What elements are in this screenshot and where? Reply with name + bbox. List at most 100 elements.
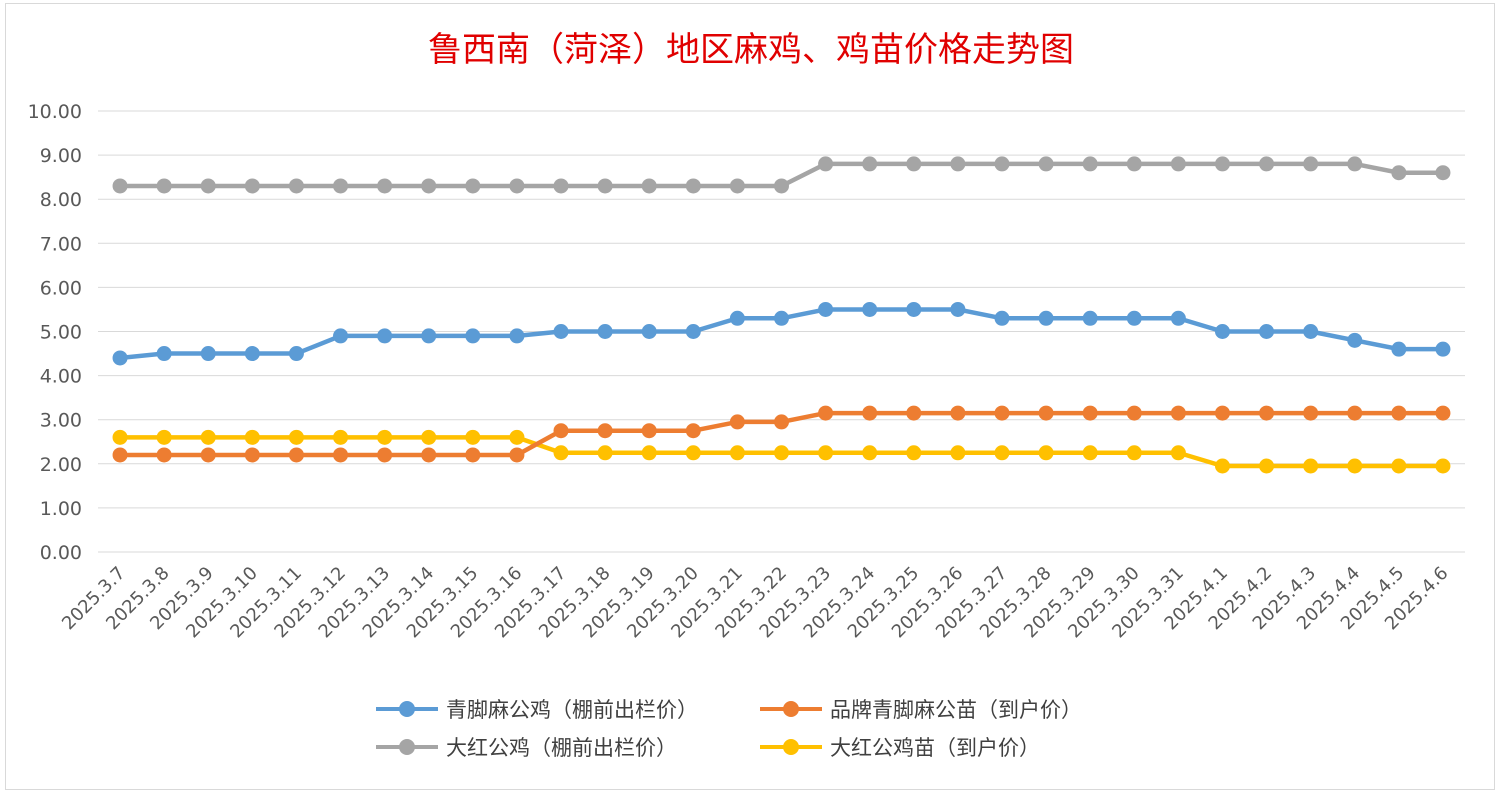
series-3-point — [729, 178, 745, 194]
series-4-point — [200, 429, 216, 445]
series-1-point — [112, 350, 128, 366]
y-tick-label: 3.00 — [40, 410, 82, 432]
chart-frame — [5, 3, 1495, 790]
series-2-point — [1391, 405, 1407, 421]
series-3-point — [685, 178, 701, 194]
series-4-point — [156, 429, 172, 445]
series-2-point — [950, 405, 966, 421]
y-tick-label: 0.00 — [40, 542, 82, 564]
series-1-point — [950, 301, 966, 317]
series-3-point — [112, 178, 128, 194]
series-2-point — [377, 447, 393, 463]
series-3-point — [641, 178, 657, 194]
series-3-point — [950, 156, 966, 172]
series-2-point — [200, 447, 216, 463]
y-tick-label: 6.00 — [40, 277, 82, 299]
series-4-point — [1435, 458, 1451, 474]
legend-swatch-3 — [376, 737, 438, 757]
y-tick-label: 8.00 — [40, 189, 82, 211]
series-2-point — [1259, 405, 1275, 421]
series-4-point — [862, 445, 878, 461]
series-4-point — [1391, 458, 1407, 474]
series-4-point — [1347, 458, 1363, 474]
series-1-point — [1347, 332, 1363, 348]
series-4-point — [1214, 458, 1230, 474]
series-2-point — [421, 447, 437, 463]
y-tick-label: 4.00 — [40, 366, 82, 388]
series-3-point — [994, 156, 1010, 172]
series-3-point — [1082, 156, 1098, 172]
series-2-point — [729, 414, 745, 430]
series-1-point — [288, 346, 304, 362]
series-3-point — [818, 156, 834, 172]
series-1-point — [1435, 341, 1451, 357]
series-1-point — [244, 346, 260, 362]
series-2-point — [333, 447, 349, 463]
series-1-point — [1170, 310, 1186, 326]
series-3-point — [1214, 156, 1230, 172]
legend-item-series-2: 品牌青脚麻公苗（到户价） — [760, 694, 1082, 724]
series-3-point — [862, 156, 878, 172]
series-3-point — [288, 178, 304, 194]
legend-swatch-2 — [760, 699, 822, 719]
series-2-point — [1082, 405, 1098, 421]
legend-label-4: 大红公鸡苗（到户价） — [830, 736, 1040, 760]
series-3-point — [906, 156, 922, 172]
series-2-point — [1038, 405, 1054, 421]
series-2-point — [553, 423, 569, 439]
series-2-point — [774, 414, 789, 430]
series-4-point — [244, 429, 260, 445]
legend-label-2: 品牌青脚麻公苗（到户价） — [830, 698, 1082, 722]
series-2-point — [465, 447, 481, 463]
series-4-point — [641, 445, 657, 461]
series-4-point — [597, 445, 613, 461]
series-2-point — [862, 405, 878, 421]
series-3-point — [774, 178, 789, 194]
series-4-point — [509, 429, 525, 445]
series-1-point — [200, 346, 216, 362]
series-2-point — [641, 423, 657, 439]
series-2-point — [1126, 405, 1142, 421]
chart-title: 鲁西南（菏泽）地区麻鸡、鸡苗价格走势图 — [428, 30, 1074, 70]
series-1-point — [1126, 310, 1142, 326]
series-3-point — [1259, 156, 1275, 172]
series-3-point — [553, 178, 569, 194]
series-2-point — [685, 423, 701, 439]
series-4-point — [1303, 458, 1319, 474]
series-1-point — [994, 310, 1010, 326]
series-1-point — [465, 328, 481, 344]
series-1-point — [641, 324, 657, 339]
series-1-point — [1038, 310, 1054, 326]
legend-label-3: 大红公鸡（棚前出栏价） — [446, 736, 677, 760]
series-4-point — [465, 429, 481, 445]
series-1-point — [1303, 324, 1319, 339]
series-1-point — [1082, 310, 1098, 326]
series-3-point — [244, 178, 260, 194]
series-3-point — [200, 178, 216, 194]
series-1-point — [553, 324, 569, 339]
series-3-point — [1170, 156, 1186, 172]
series-2-point — [244, 447, 260, 463]
series-2-point — [156, 447, 172, 463]
series-3-point — [1303, 156, 1319, 172]
series-1-point — [729, 310, 745, 326]
series-4-point — [729, 445, 745, 461]
series-2-point — [112, 447, 128, 463]
series-2-point — [509, 447, 525, 463]
legend-item-series-3: 大红公鸡（棚前出栏价） — [376, 732, 677, 762]
series-2-point — [1170, 405, 1186, 421]
y-tick-label: 1.00 — [40, 498, 82, 520]
series-3-point — [509, 178, 525, 194]
series-1-point — [1214, 324, 1230, 339]
series-4-point — [377, 429, 393, 445]
y-tick-label: 7.00 — [40, 233, 82, 255]
series-1-point — [862, 301, 878, 317]
series-1-point — [1391, 341, 1407, 357]
series-4-point — [685, 445, 701, 461]
series-2-point — [1303, 405, 1319, 421]
series-3-point — [1038, 156, 1054, 172]
series-4-point — [1259, 458, 1275, 474]
series-1-point — [597, 324, 613, 339]
legend-swatch-4 — [760, 737, 822, 757]
